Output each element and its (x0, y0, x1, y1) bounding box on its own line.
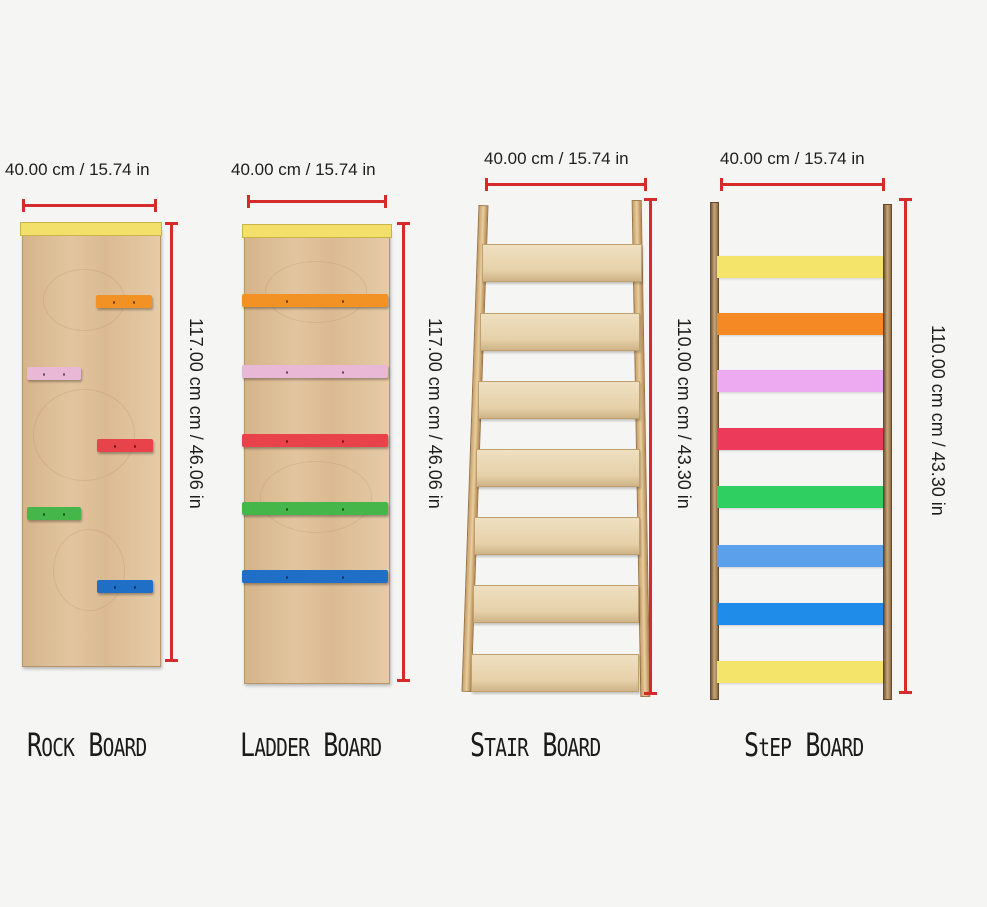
ladder-board-height-measure (397, 222, 410, 682)
rock-hold-green (27, 507, 81, 520)
ladder-board-width-measure (247, 195, 387, 208)
stair-board-width-measure (485, 178, 647, 191)
stair-slat (482, 244, 642, 282)
ladder-board-width-label: 40.00 cm / 15.74 in (231, 160, 376, 179)
step-rung-orange (717, 313, 883, 335)
rock-board-height-measure (165, 222, 178, 662)
rock-board-width-measure (22, 199, 157, 212)
step-rung-yellow (717, 256, 883, 278)
rock-board-top-rail (20, 222, 162, 236)
stair-slat (473, 585, 639, 623)
rock-board-width-label: 40.00 cm / 15.74 in (5, 160, 150, 179)
ladder-board-top-rail (242, 224, 392, 238)
stair-slat (480, 313, 640, 351)
stair-slat (476, 449, 640, 487)
rock-hold-red (97, 439, 153, 452)
ladder-rung-orange (242, 294, 388, 307)
wood-grain (33, 389, 135, 481)
rock-hold-pink (27, 367, 81, 380)
stair-board-height-measure (644, 198, 657, 695)
step-board-width-measure (720, 178, 885, 191)
step-left-rail (710, 202, 719, 700)
step-rung-blue (717, 603, 883, 625)
ladder-rung-blue (242, 570, 388, 583)
stair-slat (478, 381, 640, 419)
step-rung-light-blue (717, 545, 883, 567)
ladder-rung-green (242, 502, 388, 515)
step-board-height-label: 110.00 cm cm / 43.30 in (928, 325, 948, 516)
stair-slat (474, 517, 640, 555)
wood-grain (53, 529, 125, 611)
step-rung-red (717, 428, 883, 450)
stair-slat (471, 654, 639, 692)
rock-board-height-label: 117.00 cm cm / 46.06 in (186, 318, 206, 509)
rock-hold-blue (97, 580, 153, 593)
rock-board-title: ROCK BOARD (27, 726, 147, 764)
step-rung-pink (717, 370, 883, 392)
ladder-rung-pink (242, 365, 388, 378)
wood-grain (265, 261, 367, 323)
rock-hold-orange (96, 295, 152, 308)
ladder-board-height-label: 117.00 cm cm / 46.06 in (425, 318, 445, 509)
ladder-rung-red (242, 434, 388, 447)
ladder-board-title: LADDER BOARD (240, 726, 382, 764)
stair-board-width-label: 40.00 cm / 15.74 in (484, 149, 629, 168)
wood-grain (260, 461, 372, 533)
stair-board-height-label: 110.00 cm cm / 43.30 in (674, 318, 694, 509)
step-rung-yellow-bottom (717, 661, 883, 683)
step-board-width-label: 40.00 cm / 15.74 in (720, 149, 865, 168)
stair-board-title: STAIR BOARD (470, 726, 601, 764)
step-right-rail (883, 204, 892, 700)
step-rung-green (717, 486, 883, 508)
step-board-title: StEP BOARD (744, 726, 864, 764)
step-board-height-measure (899, 198, 912, 694)
